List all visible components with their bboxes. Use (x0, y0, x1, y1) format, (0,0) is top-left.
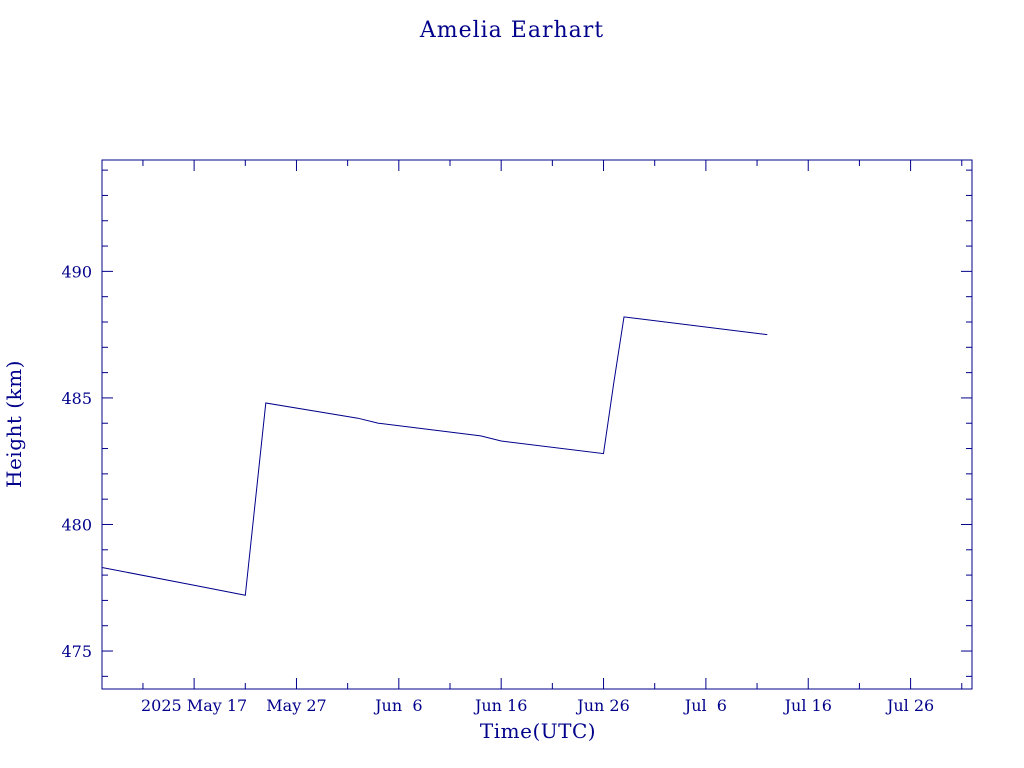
x-tick-label: Jun 16 (473, 696, 527, 715)
series-line-0 (101, 316, 768, 596)
plot-frame (101, 159, 973, 690)
y-tick-label: 480 (61, 515, 92, 534)
axis-ticks (102, 160, 972, 689)
y-tick-label: 490 (61, 262, 92, 281)
y-tick-label: 475 (61, 642, 92, 661)
chart-title: Amelia Earhart (419, 18, 604, 43)
x-tick-label: Jun 6 (373, 696, 422, 715)
y-axis-label: Height (km) (2, 360, 26, 488)
y-tick-label: 485 (61, 389, 92, 408)
x-tick-label: Jul 16 (783, 696, 832, 715)
x-tick-label: 2025 May 17 (141, 696, 247, 715)
series-group (101, 316, 768, 596)
axis-tick-labels: 2025 May 17 May 27 Jun 6 Jun 16 Jun 26 Jul 6 J… (61, 262, 934, 715)
x-axis-label: Time(UTC) (480, 719, 596, 743)
x-tick-label: May 27 (266, 696, 326, 715)
x-tick-label: Jul 6 (683, 696, 727, 715)
x-tick-label: Jun 26 (575, 696, 629, 715)
x-tick-label: Jul 26 (885, 696, 934, 715)
